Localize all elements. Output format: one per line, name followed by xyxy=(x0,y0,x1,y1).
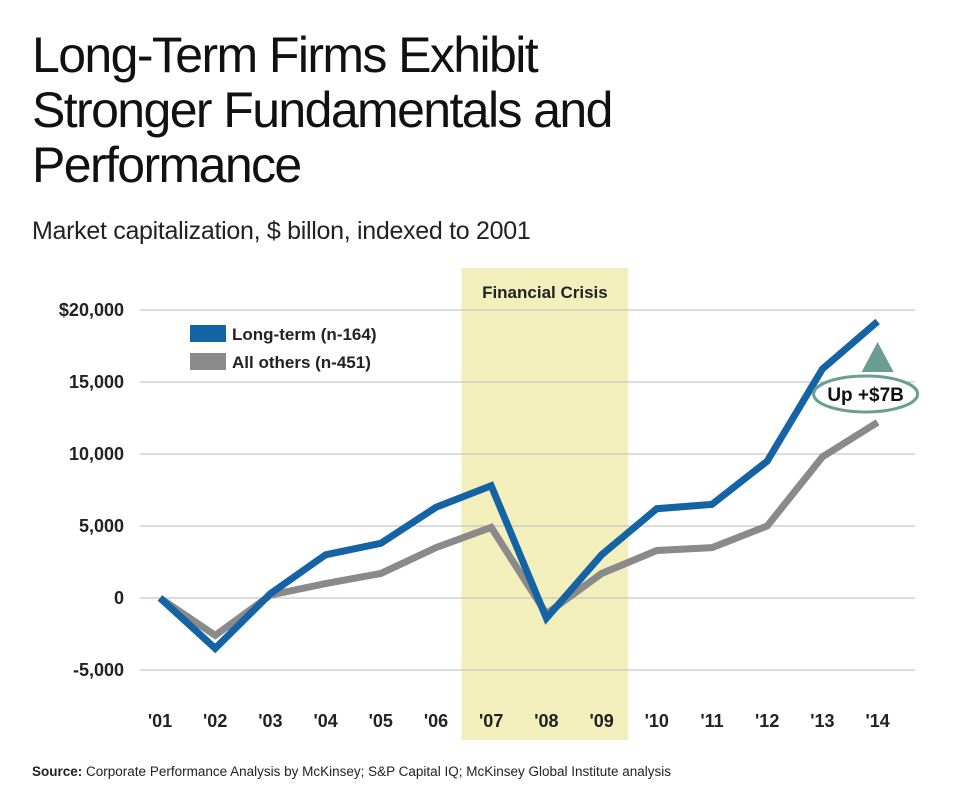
y-tick-label: 0 xyxy=(114,588,124,608)
x-tick-label: '02 xyxy=(203,711,227,731)
title-line-1: Long-Term Firms Exhibit xyxy=(32,27,539,83)
x-tick-label: '13 xyxy=(810,711,834,731)
series-line-all-others xyxy=(158,419,880,640)
y-tick-label: 5,000 xyxy=(79,516,124,536)
source-label: Source: xyxy=(32,764,83,779)
x-tick-label: '06 xyxy=(424,711,448,731)
series-line-long-term xyxy=(157,318,880,654)
x-tick-label: '10 xyxy=(645,711,669,731)
x-tick-label: '04 xyxy=(313,711,337,731)
x-tick-label: '07 xyxy=(479,711,503,731)
x-tick-label: '03 xyxy=(258,711,282,731)
chart-subtitle: Market capitalization, $ billon, indexed… xyxy=(32,217,531,245)
x-tick-label: '09 xyxy=(589,711,613,731)
x-tick-label: '08 xyxy=(534,711,558,731)
x-tick-label: '05 xyxy=(369,711,393,731)
x-tick-label: '11 xyxy=(700,711,723,731)
callout-label: Up +$7B xyxy=(827,385,904,406)
y-tick-label: 10,000 xyxy=(69,444,124,464)
up-arrow-icon xyxy=(861,342,894,372)
legend-all-others-swatch xyxy=(190,353,226,370)
title-line-3: Performance xyxy=(32,137,302,193)
y-tick-label: 15,000 xyxy=(69,372,124,392)
x-tick-label: '12 xyxy=(755,711,779,731)
legend-long-term-swatch xyxy=(190,325,226,342)
line-chart: Financial Crisis $20,000 15,000 10,000 5,000… xyxy=(59,268,920,740)
financial-crisis-label: Financial Crisis xyxy=(482,283,608,302)
source-note: Source: Corporate Performance Analysis b… xyxy=(32,764,671,779)
title-line-2: Stronger Fundamentals and xyxy=(32,82,613,138)
y-tick-label: -5,000 xyxy=(73,660,124,680)
legend-long-term-label: Long-term (n-164) xyxy=(232,325,377,344)
x-tick-label: '01 xyxy=(148,711,172,731)
y-tick-label: $20,000 xyxy=(59,300,124,320)
legend-all-others-label: All others (n-451) xyxy=(232,353,371,372)
source-text: Corporate Performance Analysis by McKins… xyxy=(86,764,672,779)
callout-ellipse xyxy=(812,374,920,414)
chart-title: Long-Term Firms Exhibit Stronger Fundame… xyxy=(32,28,932,193)
x-tick-label: '14 xyxy=(865,711,889,731)
financial-crisis-band xyxy=(461,268,629,740)
